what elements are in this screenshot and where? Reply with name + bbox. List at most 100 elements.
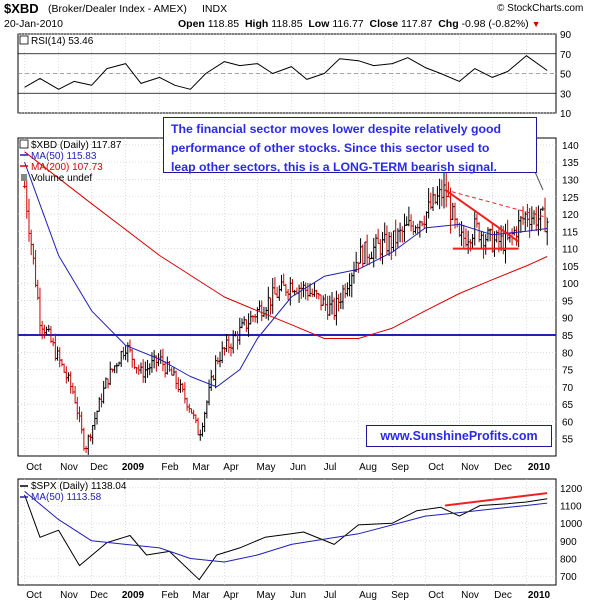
xbd-trendline <box>444 189 548 218</box>
xbd-x-tick-label: Jun <box>290 462 306 473</box>
rsi-series-line <box>24 55 548 90</box>
xbd-x-tick-label: Apr <box>223 462 239 473</box>
spx-x-tick-label: Nov <box>60 590 78 601</box>
spx-x-tick-label: Nov <box>461 590 479 601</box>
ohlc-quote: Open 118.85 High 118.85 Low 116.77 Close… <box>178 18 541 30</box>
spx-ma50-legend-label: MA(50) 1113.58 <box>31 492 102 503</box>
xbd-x-tick-label: Nov <box>60 462 78 473</box>
rsi-y-tick-label: 30 <box>560 89 572 100</box>
xbd-y-tick-label: 80 <box>562 348 574 359</box>
spx-y-tick-label: 800 <box>560 555 577 566</box>
low-label: Low <box>308 18 330 30</box>
spx-y-tick-label: 700 <box>560 572 577 583</box>
spx-x-tick-label: Jun <box>290 590 306 601</box>
callout-line-3: leap other sectors, this is a LONG-TERM … <box>171 160 497 174</box>
spx-y-tick-label: 1100 <box>560 502 582 513</box>
chg-label: Chg <box>438 18 459 30</box>
index-name: (Broker/Dealer Index - AMEX) <box>48 3 187 15</box>
website-watermark: www.SunshineProfits.com <box>366 425 552 447</box>
spx-panel-frame <box>17 478 557 586</box>
low-value: 116.77 <box>332 18 364 30</box>
xbd-y-tick-label: 125 <box>562 193 579 204</box>
xbd-legend-swatch <box>19 139 29 149</box>
xbd-y-tick-label: 110 <box>562 245 578 256</box>
spx-x-tick-label: May <box>257 590 276 601</box>
spx-y-tick-label: 900 <box>560 537 577 548</box>
spx-x-tick-label: Sep <box>391 590 409 601</box>
spx-x-tick-label: 2009 <box>122 590 145 601</box>
xbd-y-tick-label: 70 <box>562 383 574 394</box>
xbd-y-tick-label: 115 <box>562 227 578 238</box>
xbd-x-tick-label: Jul <box>324 462 337 473</box>
xbd-y-tick-label: 65 <box>562 400 574 411</box>
xbd-price-bar <box>545 217 549 246</box>
ticker-symbol: $XBD <box>4 1 39 16</box>
xbd-y-tick-label: 105 <box>562 262 579 273</box>
rsi-y-tick-label: 50 <box>560 70 572 81</box>
callout-line-2: performance of other stocks. Since this … <box>171 141 490 155</box>
ma50-legend-label: MA(50) 115.83 <box>31 151 97 162</box>
rsi-legend-swatch <box>19 35 29 45</box>
xbd-y-tick-label: 75 <box>562 366 574 377</box>
open-value: 118.85 <box>207 18 240 30</box>
spx-x-tick-label: Oct <box>26 590 42 601</box>
high-label: High <box>244 18 269 30</box>
xbd-y-tick-label: 85 <box>562 331 574 342</box>
rsi-y-tick-label: 90 <box>560 30 572 41</box>
spx-x-tick-label: Dec <box>494 590 512 601</box>
open-label: Open <box>178 18 205 30</box>
xbd-y-tick-label: 135 <box>562 158 579 169</box>
xbd-y-tick-label: 60 <box>562 417 574 428</box>
xbd-x-tick-label: Sep <box>391 462 409 473</box>
date-label: 20-Jan-2010 <box>4 18 63 30</box>
spx-x-tick-label: Aug <box>359 590 377 601</box>
rsi-y-tick-label: 10 <box>560 109 572 120</box>
spx-price-line <box>24 494 548 581</box>
close-value: 117.87 <box>401 18 433 30</box>
spx-x-tick-label: Apr <box>223 590 239 601</box>
spx-legend-label: $SPX (Daily) 1138.04 <box>31 481 127 492</box>
spx-x-tick-label: Oct <box>428 590 444 601</box>
xbd-legend-label: $XBD (Daily) 117.87 <box>31 140 122 151</box>
spx-x-tick-label: Dec <box>90 590 108 601</box>
spx-y-tick-label: 1000 <box>560 519 583 530</box>
xbd-x-tick-label: Nov <box>461 462 479 473</box>
xbd-panel-frame <box>17 137 557 457</box>
spx-x-tick-label: Jul <box>324 590 337 601</box>
spx-y-tick-label: 1200 <box>560 484 583 495</box>
spx-x-tick-label: Feb <box>161 590 179 601</box>
xbd-ma200-line <box>24 151 548 339</box>
xbd-y-tick-label: 100 <box>562 279 579 290</box>
spx-ma50-line <box>24 491 548 563</box>
credit-label: © StockCharts.com <box>497 3 584 14</box>
volume-legend-label: Volume undef <box>31 173 92 184</box>
volume-legend-swatch <box>21 174 27 181</box>
down-triangle-icon: ▼ <box>531 19 541 29</box>
xbd-x-tick-label: 2009 <box>122 462 145 473</box>
xbd-y-tick-label: 130 <box>562 175 579 186</box>
xbd-x-tick-label: Oct <box>428 462 444 473</box>
chg-value: -0.98 (-0.82%) <box>461 18 529 30</box>
xbd-x-tick-label: Feb <box>161 462 179 473</box>
rsi-legend-label: RSI(14) 53.46 <box>31 36 94 47</box>
high-value: 118.85 <box>271 18 303 30</box>
annotation-callout: The financial sector moves lower despite… <box>163 117 537 174</box>
xbd-x-tick-label: Dec <box>90 462 108 473</box>
xbd-x-tick-label: 2010 <box>528 462 551 473</box>
xbd-x-tick-label: Mar <box>192 462 210 473</box>
website-label: www.SunshineProfits.com <box>380 429 538 443</box>
xbd-x-tick-label: Aug <box>359 462 377 473</box>
xbd-x-tick-label: Dec <box>494 462 512 473</box>
xbd-y-tick-label: 95 <box>562 296 574 307</box>
xbd-x-tick-label: Oct <box>26 462 42 473</box>
exchange-label: INDX <box>202 3 228 15</box>
xbd-y-tick-label: 140 <box>562 141 579 152</box>
xbd-y-tick-label: 120 <box>562 210 579 221</box>
xbd-price-bars <box>23 171 549 455</box>
xbd-y-tick-label: 90 <box>562 314 574 325</box>
ma200-legend-label: MA(200) 107.73 <box>31 162 103 173</box>
xbd-x-tick-label: May <box>257 462 276 473</box>
xbd-y-tick-label: 55 <box>562 435 574 446</box>
